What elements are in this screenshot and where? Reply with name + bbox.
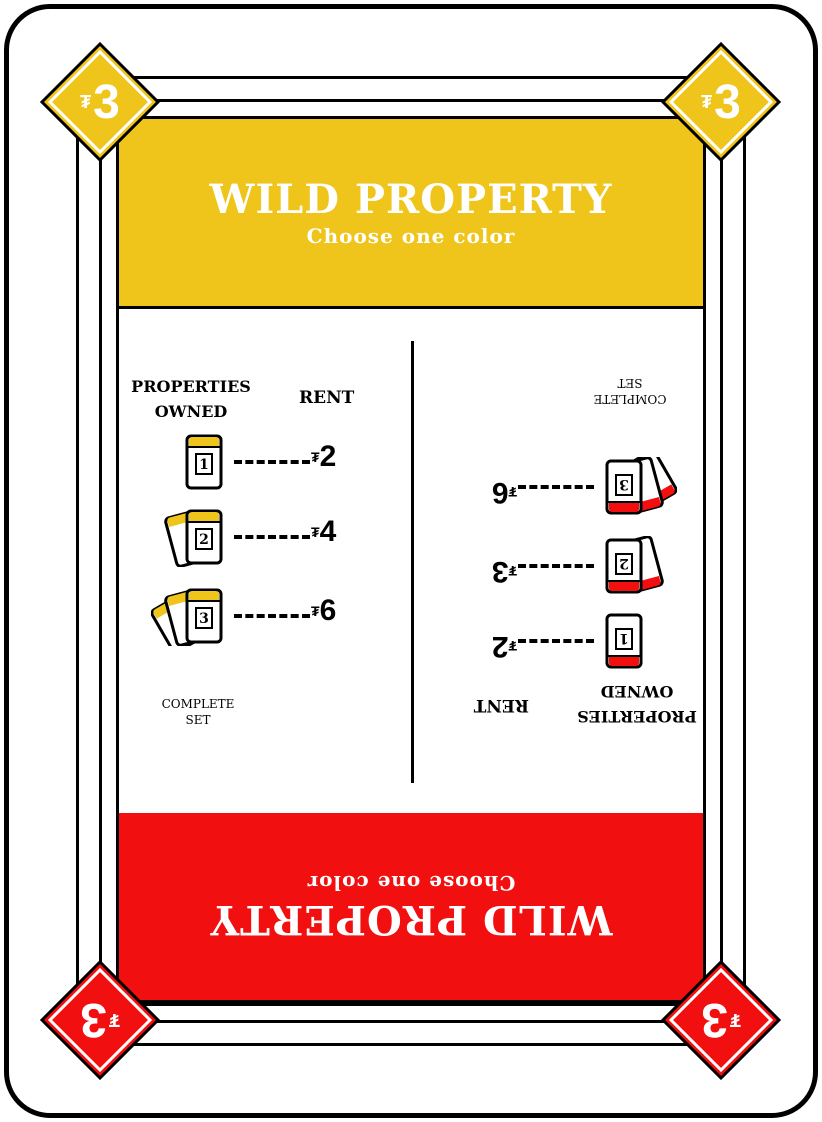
bottom-band-subtitle: Choose one color [306, 871, 516, 896]
bottom-band-title: WILD PROPERTY [209, 896, 613, 944]
rent-table-red: PROPERTIES OWNED RENT 1 ₮2 [437, 359, 703, 729]
top-color-band: WILD PROPERTY Choose one color [119, 119, 703, 309]
rent-value-3: ₮6 [491, 476, 517, 509]
header-rent: RENT [473, 695, 529, 715]
svg-text:1: 1 [199, 457, 209, 473]
rent-row-1: 1 ₮2 [437, 611, 703, 671]
dash-leader [518, 639, 594, 643]
svg-text:2: 2 [619, 555, 629, 571]
rent-value-1: ₮2 [491, 630, 517, 663]
card-panel: WILD PROPERTY Choose one color PROPERTIE… [116, 116, 706, 1006]
complete-set-label: COMPLETE SET [593, 376, 667, 406]
corner-value-badge-top-left: ₮ 3 [38, 40, 162, 164]
svg-text:3: 3 [199, 611, 209, 627]
diamond-icon [39, 41, 161, 163]
dash-leader [234, 535, 310, 539]
svg-text:3: 3 [619, 476, 629, 492]
rent-value-1: ₮2 [311, 440, 337, 473]
dash-leader [234, 460, 310, 464]
property-card-icon-3: 3 [605, 457, 677, 515]
header-properties-owned: PROPERTIES OWNED [131, 377, 251, 421]
center-divider [411, 341, 414, 783]
header-properties-owned: PROPERTIES OWNED [577, 682, 697, 726]
svg-text:1: 1 [619, 630, 629, 646]
rent-value-2: ₮4 [311, 515, 337, 548]
rent-row-1: 1 ₮2 [121, 432, 391, 492]
header-rent: RENT [299, 388, 355, 408]
svg-text:2: 2 [199, 532, 209, 548]
dash-leader [518, 485, 594, 489]
top-band-title: WILD PROPERTY [209, 175, 613, 223]
property-card-icon-2: 2 [164, 509, 223, 567]
dash-leader [518, 564, 594, 568]
top-band-subtitle: Choose one color [306, 223, 516, 248]
rent-row-2: 2 ₮4 [121, 507, 391, 567]
bottom-color-band: WILD PROPERTY Choose one color [119, 813, 703, 1003]
property-card-icon-1: 1 [605, 613, 643, 669]
corner-value-badge-bottom-right: ₮ 3 [659, 958, 783, 1082]
corner-value-badge-bottom-left: ₮ 3 [38, 958, 162, 1082]
rent-value-3: ₮6 [311, 594, 337, 627]
complete-set-label: COMPLETE SET [161, 697, 235, 727]
rent-row-3: 3 ₮6 [437, 457, 703, 517]
property-card-icon-2: 2 [605, 536, 664, 594]
property-card-icon-3: 3 [151, 588, 223, 646]
dash-leader [234, 614, 310, 618]
property-card-icon-1: 1 [185, 434, 223, 490]
rent-table-yellow: PROPERTIES OWNED RENT 1 ₮2 [121, 374, 391, 744]
rent-value-2: ₮3 [491, 555, 517, 588]
diamond-icon [660, 959, 782, 1081]
rent-row-2: 2 ₮3 [437, 536, 703, 596]
diamond-icon [39, 959, 161, 1081]
diamond-icon [660, 41, 782, 163]
rent-row-3: 3 ₮6 [121, 586, 391, 646]
corner-value-badge-top-right: ₮ 3 [659, 40, 783, 164]
